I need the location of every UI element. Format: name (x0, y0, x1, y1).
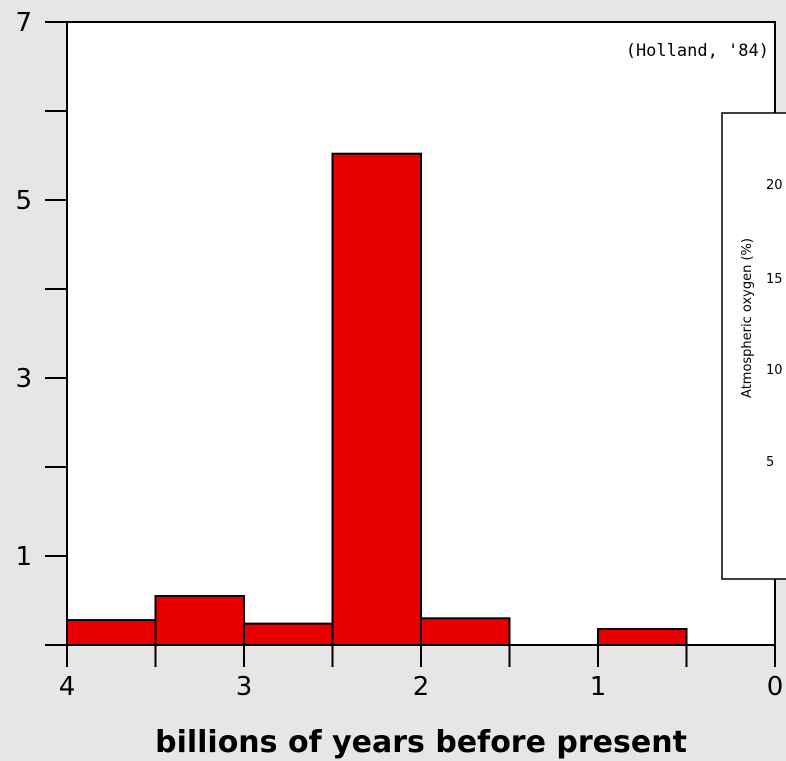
inset-tick-label: 20 (766, 178, 783, 193)
x-tick-label: 1 (590, 672, 607, 702)
citation-annotation: (Holland, '84) (626, 41, 769, 61)
inset-tick-label: 10 (766, 363, 783, 378)
bar (243, 622, 334, 647)
x-tick-label: 4 (59, 672, 76, 702)
x-tick-label: 0 (767, 672, 784, 702)
y-tick-label: 7 (15, 8, 32, 38)
x-axis-title: billions of years before present (155, 725, 687, 760)
bar (66, 619, 157, 647)
y-tick-label: 5 (15, 186, 32, 216)
bar (154, 595, 245, 646)
inset-panel: Atmospheric oxygen (%) 20 15 10 5 (721, 112, 786, 580)
y-tick-label: 3 (15, 364, 32, 394)
inset-box (721, 112, 786, 580)
bars-group (66, 152, 688, 647)
bar (331, 152, 422, 646)
inset-tick-label: 5 (766, 455, 774, 470)
inset-tick-label: 15 (766, 272, 783, 287)
x-tick-label: 2 (413, 672, 430, 702)
inset-y-axis-label: Atmospheric oxygen (%) (740, 238, 755, 398)
inset-ticks-group: 20 15 10 5 (766, 178, 783, 470)
y-tick-label: 1 (15, 542, 32, 572)
bar (597, 627, 688, 646)
bar (420, 617, 511, 646)
x-tick-label: 3 (236, 672, 253, 702)
